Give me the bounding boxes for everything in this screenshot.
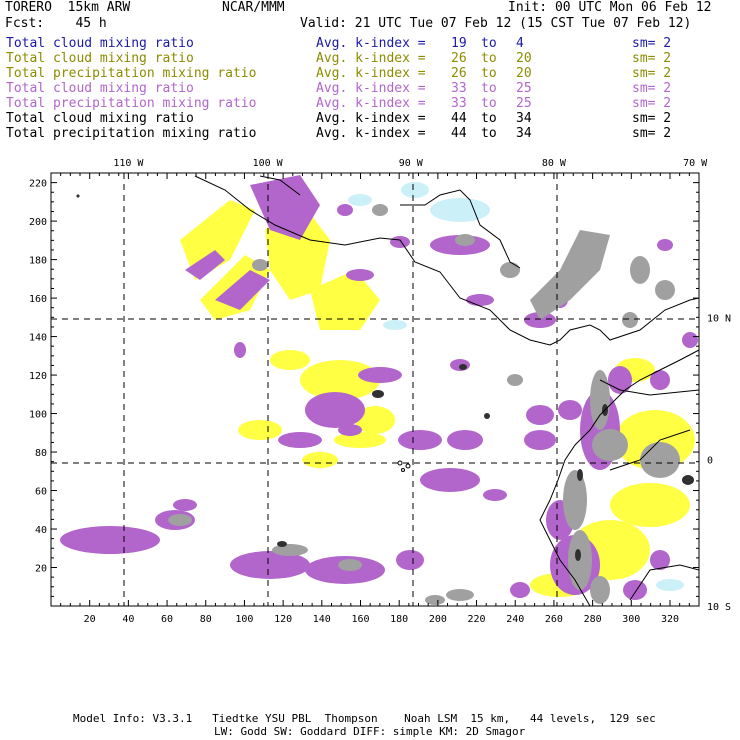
y-tick-label: 40 — [35, 525, 47, 536]
forecast-hour: Fcst: 45 h — [5, 16, 107, 31]
legend-index-label: Avg. k-index = — [316, 36, 426, 51]
x-tick-label: 280 — [584, 614, 602, 625]
legend-sm: sm= 2 — [632, 111, 672, 126]
longitude-label: 70 W — [683, 158, 708, 169]
valid-time: Valid: 21 UTC Tue 07 Feb 12 (15 CST Tue … — [300, 16, 692, 31]
longitude-label: 90 W — [399, 158, 424, 169]
purple-field-layer — [60, 175, 698, 600]
legend-sm: sm= 2 — [632, 96, 672, 111]
legend-sm: sm= 2 — [632, 51, 672, 66]
legend-field: Total cloud mixing ratio — [6, 36, 194, 51]
legend-row: Total cloud mixing ratio Avg. k-index = 33… — [6, 81, 726, 96]
x-tick-label: 20 — [84, 614, 96, 625]
legend-from: 44 — [451, 126, 467, 141]
plot-frame — [50, 172, 700, 607]
x-tick-label: 40 — [122, 614, 134, 625]
legend-to: 25 — [516, 96, 532, 111]
y-tick-label: 120 — [29, 371, 47, 382]
model-title: TORERO 15km ARW — [5, 0, 131, 15]
y-tick-label: 20 — [35, 564, 47, 575]
x-tick-label: 100 — [235, 614, 253, 625]
legend-from: 26 — [451, 66, 467, 81]
y-tick-label: 80 — [35, 448, 47, 459]
legend-to-word: to — [481, 126, 497, 141]
dark-core-layer — [277, 364, 694, 561]
latitude-label: 0 — [707, 456, 713, 467]
latitude-label: 10 N — [707, 313, 731, 324]
legend-row: Total precipitation mixing ratio Avg. k-i… — [6, 96, 726, 111]
x-tick-label: 160 — [351, 614, 369, 625]
x-tick-label: 220 — [468, 614, 486, 625]
legend-to-word: to — [481, 66, 497, 81]
legend-to: 20 — [516, 66, 532, 81]
axis-ticks: 20 40 60 80 100 120 140 160 180 200 220 240 260 280 30… — [29, 158, 731, 625]
x-tick-label: 200 — [429, 614, 447, 625]
legend-sm: sm= 2 — [632, 66, 672, 81]
legend-index-label: Avg. k-index = — [316, 51, 426, 66]
legend-index-label: Avg. k-index = — [316, 96, 426, 111]
init-time: Init: 00 UTC Mon 06 Feb 12 — [508, 0, 712, 15]
x-tick-label: 180 — [390, 614, 408, 625]
legend-index-label: Avg. k-index = — [316, 126, 426, 141]
org-label: NCAR/MMM — [222, 0, 285, 15]
legend-to-word: to — [481, 111, 497, 126]
legend-to: 25 — [516, 81, 532, 96]
legend-sm: sm= 2 — [632, 126, 672, 141]
model-info-line2: LW: Godd SW: Goddard DIFF: simple KM: 2D… — [214, 725, 526, 738]
coastline — [76, 175, 699, 606]
legend-to-word: to — [481, 81, 497, 96]
y-tick-label: 180 — [29, 256, 47, 267]
x-tick-label: 120 — [274, 614, 292, 625]
legend-to: 20 — [516, 51, 532, 66]
x-tick-label: 300 — [622, 614, 640, 625]
legend-index-label: Avg. k-index = — [316, 111, 426, 126]
gray-field-layer — [168, 204, 680, 605]
legend-index-label: Avg. k-index = — [316, 81, 426, 96]
latitude-label: 10 S — [707, 602, 731, 613]
x-tick-label: 240 — [506, 614, 524, 625]
legend-from: 19 — [451, 36, 467, 51]
legend-to: 34 — [516, 111, 532, 126]
x-tick-label: 140 — [313, 614, 331, 625]
legend-from: 44 — [451, 111, 467, 126]
legend-to-word: to — [481, 96, 497, 111]
x-tick-label: 320 — [661, 614, 679, 625]
legend-to-word: to — [481, 51, 497, 66]
y-tick-label: 100 — [29, 410, 47, 421]
legend-field: Total precipitation mixing ratio — [6, 66, 257, 81]
legend-index-label: Avg. k-index = — [316, 66, 426, 81]
lat-lon-grid — [51, 173, 699, 606]
legend-row: Total cloud mixing ratio Avg. k-index = 19… — [6, 36, 726, 51]
legend-row: Total precipitation mixing ratio Avg. k-i… — [6, 66, 726, 81]
y-tick-label: 200 — [29, 217, 47, 228]
y-tick-label: 220 — [29, 179, 47, 190]
legend-row: Total cloud mixing ratio Avg. k-index = 26… — [6, 51, 726, 66]
legend-row: Total cloud mixing ratio Avg. k-index = 44… — [6, 111, 726, 126]
x-tick-label: 80 — [200, 614, 212, 625]
legend-row: Total precipitation mixing ratio Avg. k-i… — [6, 126, 726, 141]
legend-to: 34 — [516, 126, 532, 141]
legend-sm: sm= 2 — [632, 81, 672, 96]
model-info-line1: Model Info: V3.3.1 Tiedtke YSU PBL Thomp… — [73, 712, 656, 725]
y-tick-label: 140 — [29, 333, 47, 344]
y-tick-label: 60 — [35, 487, 47, 498]
legend-field: Total precipitation mixing ratio — [6, 96, 257, 111]
legend-field: Total cloud mixing ratio — [6, 81, 194, 96]
x-tick-label: 260 — [545, 614, 563, 625]
legend-to-word: to — [481, 36, 497, 51]
legend-from: 33 — [451, 96, 467, 111]
longitude-label: 100 W — [253, 158, 284, 169]
legend-field: Total precipitation mixing ratio — [6, 126, 257, 141]
legend-field: Total cloud mixing ratio — [6, 51, 194, 66]
legend-from: 33 — [451, 81, 467, 96]
longitude-label: 110 W — [113, 158, 144, 169]
legend-from: 26 — [451, 51, 467, 66]
legend-sm: sm= 2 — [632, 36, 672, 51]
y-tick-label: 160 — [29, 294, 47, 305]
legend-field: Total cloud mixing ratio — [6, 111, 194, 126]
x-tick-label: 60 — [161, 614, 173, 625]
longitude-label: 80 W — [542, 158, 567, 169]
legend-to: 4 — [516, 36, 524, 51]
